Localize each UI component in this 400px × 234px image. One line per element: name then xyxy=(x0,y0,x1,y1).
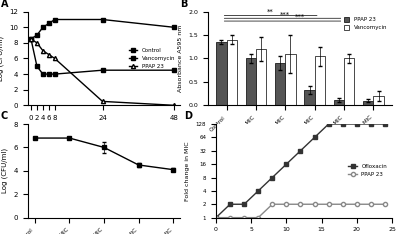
Control xyxy=(34,34,39,37)
Ofloxacin xyxy=(214,216,218,219)
PPAP 23 xyxy=(312,203,317,206)
PPAP 23 xyxy=(284,203,289,206)
PPAP 23 xyxy=(28,38,33,40)
Control xyxy=(172,26,176,29)
Text: ***: *** xyxy=(295,14,305,20)
Ofloxacin xyxy=(228,203,232,206)
PPAP 23 xyxy=(340,203,345,206)
Bar xyxy=(373,96,384,105)
Bar xyxy=(256,49,266,105)
Legend: PPAP 23, Vancomycin: PPAP 23, Vancomycin xyxy=(341,15,389,33)
Bar xyxy=(216,42,227,105)
Bar xyxy=(285,54,296,105)
Legend: Control, Vancomycin, PPAP 23: Control, Vancomycin, PPAP 23 xyxy=(126,46,177,71)
Text: B: B xyxy=(180,0,188,9)
Control xyxy=(28,38,33,40)
PPAP 23 xyxy=(228,216,232,219)
Ofloxacin xyxy=(242,203,246,206)
Line: Control: Control xyxy=(29,17,176,41)
Bar xyxy=(275,63,285,105)
Vancomycin xyxy=(40,73,45,76)
PPAP 23 xyxy=(382,203,387,206)
Ofloxacin xyxy=(256,190,261,192)
PPAP 23 xyxy=(298,203,303,206)
PPAP 23 xyxy=(214,216,218,219)
Bar xyxy=(315,56,325,105)
Ofloxacin xyxy=(312,136,317,139)
PPAP 23 xyxy=(270,203,275,206)
Bar xyxy=(304,90,315,105)
Vancomycin xyxy=(52,73,57,76)
Vancomycin xyxy=(100,69,105,72)
PPAP 23 xyxy=(368,203,373,206)
Bar xyxy=(334,100,344,105)
Text: A: A xyxy=(1,0,8,9)
Ofloxacin xyxy=(326,123,331,125)
Bar xyxy=(344,58,354,105)
Control xyxy=(40,26,45,29)
Y-axis label: Log (CFU/ml): Log (CFU/ml) xyxy=(2,148,8,193)
Y-axis label: Log (CFU/ml): Log (CFU/ml) xyxy=(0,36,4,81)
Control xyxy=(100,18,105,21)
PPAP 23 xyxy=(172,104,176,107)
PPAP 23 xyxy=(40,49,45,52)
Control xyxy=(52,18,57,21)
Bar xyxy=(246,58,256,105)
Text: C: C xyxy=(1,111,8,121)
X-axis label: Time (h): Time (h) xyxy=(89,127,119,133)
Legend: Ofloxacin, PPAP 23: Ofloxacin, PPAP 23 xyxy=(346,162,389,179)
Y-axis label: Fold change in MIC: Fold change in MIC xyxy=(185,141,190,201)
Bar xyxy=(363,101,373,105)
Line: PPAP 23: PPAP 23 xyxy=(29,37,176,107)
Ofloxacin xyxy=(340,123,345,125)
Vancomycin xyxy=(172,69,176,72)
PPAP 23 xyxy=(326,203,331,206)
Ofloxacin xyxy=(382,123,387,125)
Ofloxacin xyxy=(298,149,303,152)
Y-axis label: Absorbance A595 nm: Absorbance A595 nm xyxy=(178,25,183,92)
Bar xyxy=(227,40,237,105)
Text: ***: *** xyxy=(280,11,290,17)
Text: **: ** xyxy=(267,8,274,15)
PPAP 23 xyxy=(52,57,57,60)
Line: Vancomycin: Vancomycin xyxy=(29,37,176,76)
Control xyxy=(46,22,51,25)
Ofloxacin xyxy=(270,176,275,179)
Vancomycin xyxy=(28,38,33,40)
PPAP 23 xyxy=(242,216,246,219)
Vancomycin xyxy=(46,73,51,76)
PPAP 23 xyxy=(34,41,39,44)
PPAP 23 xyxy=(256,216,261,219)
Text: D: D xyxy=(184,111,192,121)
PPAP 23 xyxy=(100,100,105,103)
Vancomycin xyxy=(34,65,39,68)
Line: PPAP 23: PPAP 23 xyxy=(214,202,387,220)
Ofloxacin xyxy=(284,163,289,165)
PPAP 23 xyxy=(46,53,51,56)
Ofloxacin xyxy=(354,123,359,125)
Ofloxacin xyxy=(368,123,373,125)
Line: Ofloxacin: Ofloxacin xyxy=(214,122,387,220)
PPAP 23 xyxy=(354,203,359,206)
